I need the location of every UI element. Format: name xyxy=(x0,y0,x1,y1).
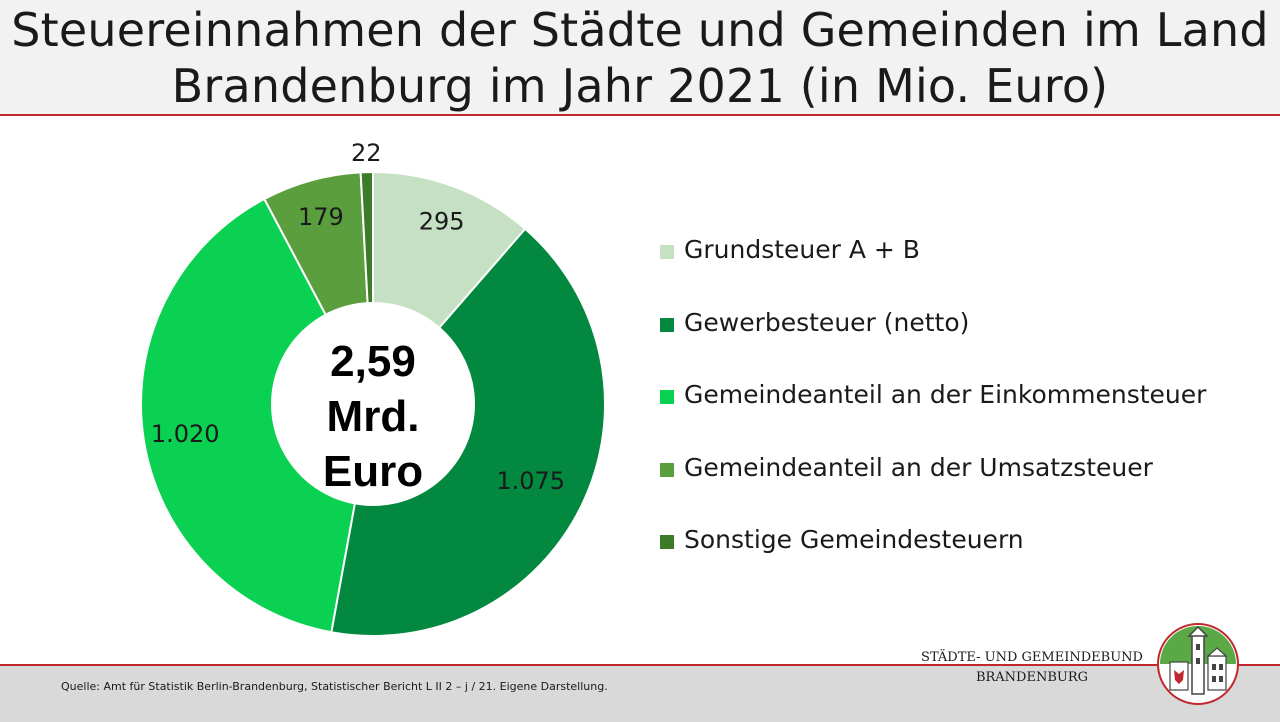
value-label-3: 1.020 xyxy=(151,420,220,448)
donut-hole xyxy=(271,302,475,506)
legend-label: Sonstige Gemeindesteuern xyxy=(684,525,1024,554)
center-label-line-3: Euro xyxy=(323,447,423,496)
legend-label: Gemeindeanteil an der Einkommensteuer xyxy=(684,380,1207,409)
title-bar: Steuereinnahmen der Städte und Gemeinden… xyxy=(0,0,1280,116)
org-name-line-1: STÄDTE- UND GEMEINDEBUND xyxy=(921,650,1143,665)
source-note: Quelle: Amt für Statistik Berlin-Branden… xyxy=(61,680,608,693)
legend-label: Gemeindeanteil an der Umsatzsteuer xyxy=(684,452,1153,482)
value-label-5: 22 xyxy=(351,139,382,167)
org-name-line-2: BRANDENBURG xyxy=(975,670,1089,685)
center-label-line-1: 2,59 xyxy=(330,337,416,386)
legend-swatch xyxy=(660,245,674,259)
footer: Quelle: Amt für Statistik Berlin-Branden… xyxy=(0,664,1280,722)
legend-swatch xyxy=(660,317,674,332)
donut-chart: 2,59 Mrd. Euro 295 1.075 1.020 179 22 xyxy=(140,139,606,637)
org-name: STÄDTE- UND GEMEINDEBUND BRANDENBURG xyxy=(900,648,1164,688)
title-line-2: Brandenburg im Jahr 2021 (in Mio. Euro) xyxy=(171,59,1109,113)
value-label-1: 295 xyxy=(419,207,465,235)
value-label-4: 179 xyxy=(298,203,344,231)
title-line-1: Steuereinnahmen der Städte und Gemeinden… xyxy=(11,3,1269,57)
legend-swatch xyxy=(660,390,674,404)
page-title: Steuereinnahmen der Städte und Gemeinden… xyxy=(0,2,1280,114)
legend-swatch xyxy=(660,462,674,477)
value-labels: 295 1.075 1.020 179 22 xyxy=(151,139,565,495)
slice-3 xyxy=(140,197,375,634)
center-label-line-2: Mrd. xyxy=(327,392,420,441)
legend-label: Grundsteuer A + B xyxy=(684,235,920,264)
legend-label: Gewerbesteuer (netto) xyxy=(684,307,970,337)
center-label: 2,59 Mrd. Euro xyxy=(323,337,423,496)
city-association-logo xyxy=(1157,623,1239,705)
value-label-2: 1.075 xyxy=(496,467,565,495)
legend-swatch xyxy=(660,535,674,549)
